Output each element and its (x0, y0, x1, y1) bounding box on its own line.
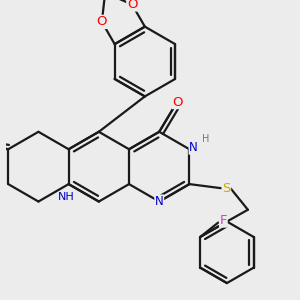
Text: F: F (220, 214, 227, 227)
Text: N: N (155, 195, 164, 208)
Text: NH: NH (58, 192, 74, 203)
Text: O: O (97, 15, 107, 28)
Text: O: O (172, 96, 183, 109)
Text: O: O (127, 0, 137, 11)
Text: S: S (222, 182, 230, 195)
Text: N: N (189, 141, 198, 154)
Text: H: H (202, 134, 209, 144)
